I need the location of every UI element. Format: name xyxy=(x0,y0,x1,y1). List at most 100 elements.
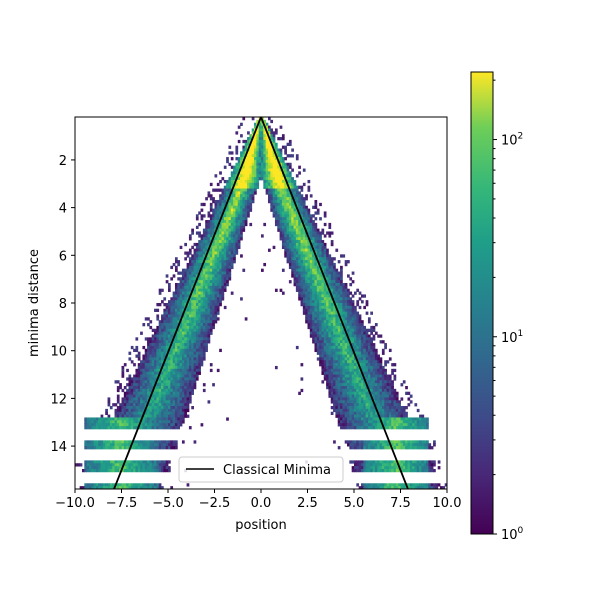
heatmap-cell xyxy=(242,145,246,149)
heatmap-cell xyxy=(135,403,139,407)
heatmap-cell xyxy=(86,446,90,450)
heatmap-cell xyxy=(98,423,101,427)
heatmap-cell xyxy=(161,374,164,378)
heatmap-cell xyxy=(349,383,353,387)
heatmap-cell xyxy=(398,440,401,444)
heatmap-cell xyxy=(270,137,274,141)
heatmap-cell xyxy=(256,168,260,172)
heatmap-cell xyxy=(281,211,285,215)
heatmap-cell xyxy=(186,374,190,378)
heatmap-cell xyxy=(288,280,292,284)
heatmap-cell xyxy=(163,385,167,390)
heatmap-cell xyxy=(216,265,220,270)
heatmap-cell xyxy=(163,340,167,344)
heatmap-cell xyxy=(205,260,208,264)
heatmap-cell xyxy=(340,277,343,281)
heatmap-cell xyxy=(195,314,199,318)
heatmap-cell xyxy=(288,179,292,184)
heatmap-cell xyxy=(226,254,229,258)
heatmap-cell xyxy=(207,220,211,224)
heatmap-cell xyxy=(312,280,315,284)
heatmap-cell xyxy=(158,360,162,364)
heatmap-cell xyxy=(344,411,348,415)
heatmap-cell xyxy=(193,323,197,327)
heatmap-cell xyxy=(174,446,178,450)
heatmap-cell xyxy=(121,388,125,393)
heatmap-cell xyxy=(161,391,164,395)
heatmap-cell xyxy=(93,423,97,427)
heatmap-cell xyxy=(316,308,320,312)
heatmap-cell xyxy=(414,423,418,427)
heatmap-cell xyxy=(309,194,313,198)
heatmap-cell xyxy=(261,148,264,152)
heatmap-cell xyxy=(163,337,167,341)
heatmap-cell xyxy=(209,228,213,232)
heatmap-cell xyxy=(154,334,157,338)
heatmap-cell xyxy=(147,385,150,390)
heatmap-cell xyxy=(365,420,369,424)
heatmap-cell xyxy=(335,343,339,347)
heatmap-cell xyxy=(402,426,406,430)
heatmap-cell xyxy=(360,406,364,410)
heatmap-cell xyxy=(154,385,157,390)
heatmap-cell xyxy=(270,202,274,207)
heatmap-cell xyxy=(335,274,339,278)
heatmap-cell xyxy=(344,297,348,301)
heatmap-cell xyxy=(191,360,194,364)
heatmap-cell xyxy=(214,251,218,255)
heatmap-cell xyxy=(263,171,267,175)
heatmap-cell xyxy=(307,265,311,270)
heatmap-cell xyxy=(328,385,332,390)
heatmap-cell xyxy=(223,237,227,241)
heatmap-cell xyxy=(186,360,190,364)
heatmap-cell xyxy=(181,371,185,375)
heatmap-cell xyxy=(261,139,264,144)
heatmap-cell xyxy=(133,414,136,418)
heatmap-cell xyxy=(388,400,392,404)
heatmap-cell xyxy=(340,388,343,393)
heatmap-cell xyxy=(337,380,341,384)
heatmap-cell xyxy=(188,277,192,281)
heatmap-cell xyxy=(291,199,294,204)
heatmap-cell xyxy=(277,191,280,195)
heatmap-cell xyxy=(144,403,148,407)
heatmap-cell xyxy=(209,248,213,252)
heatmap-cell xyxy=(386,443,390,447)
heatmap-cell xyxy=(302,168,306,172)
heatmap-cell xyxy=(174,371,178,375)
heatmap-cell xyxy=(226,245,229,250)
heatmap-cell xyxy=(363,440,367,444)
heatmap-cell xyxy=(372,391,376,395)
heatmap-cell xyxy=(188,388,192,393)
heatmap-cell xyxy=(235,248,239,252)
heatmap-cell xyxy=(388,397,392,401)
heatmap-cell xyxy=(328,363,332,367)
heatmap-cell xyxy=(342,308,346,312)
heatmap-cell xyxy=(168,303,171,307)
heatmap-cell xyxy=(314,268,318,272)
heatmap-cell xyxy=(360,323,364,327)
heatmap-cell xyxy=(168,380,171,384)
heatmap-cell xyxy=(174,340,178,344)
heatmap-cell xyxy=(221,222,225,227)
heatmap-cell xyxy=(188,400,192,404)
heatmap-cell xyxy=(172,345,176,350)
heatmap-cell xyxy=(130,345,134,350)
heatmap-cell xyxy=(279,208,283,212)
heatmap-cell xyxy=(214,248,218,252)
heatmap-cell xyxy=(221,248,225,252)
heatmap-cell xyxy=(163,446,167,450)
heatmap-cell xyxy=(126,406,129,410)
heatmap-cell xyxy=(328,371,332,375)
heatmap-cell xyxy=(319,305,322,310)
heatmap-cell xyxy=(147,397,150,401)
heatmap-cell xyxy=(88,417,92,421)
heatmap-cell xyxy=(321,277,325,281)
heatmap-cell xyxy=(279,154,283,158)
heatmap-cell xyxy=(393,440,397,444)
heatmap-cell xyxy=(98,426,101,430)
heatmap-cell xyxy=(384,400,387,404)
heatmap-cell xyxy=(305,217,308,221)
heatmap-cell xyxy=(119,423,122,427)
heatmap-cell xyxy=(272,214,276,218)
